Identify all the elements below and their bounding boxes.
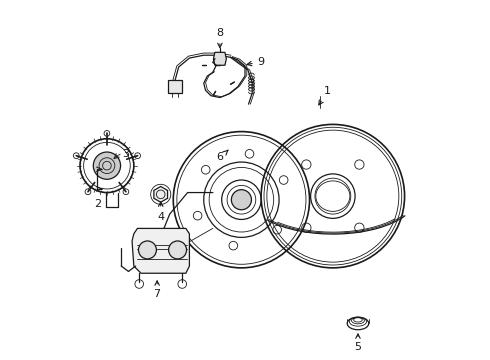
Text: 7: 7: [153, 281, 161, 300]
Text: 8: 8: [216, 28, 223, 48]
Circle shape: [93, 152, 121, 179]
Polygon shape: [132, 228, 190, 273]
Text: 9: 9: [247, 57, 265, 67]
Polygon shape: [214, 52, 226, 65]
Circle shape: [231, 190, 251, 210]
Circle shape: [139, 241, 156, 259]
Text: 6: 6: [217, 152, 223, 162]
Text: 2: 2: [94, 199, 101, 209]
Text: 4: 4: [157, 202, 164, 221]
Text: 5: 5: [354, 334, 362, 352]
Circle shape: [169, 241, 187, 259]
Polygon shape: [154, 186, 168, 202]
Text: 1: 1: [319, 86, 331, 105]
Text: 3: 3: [122, 149, 129, 159]
Polygon shape: [168, 80, 182, 93]
